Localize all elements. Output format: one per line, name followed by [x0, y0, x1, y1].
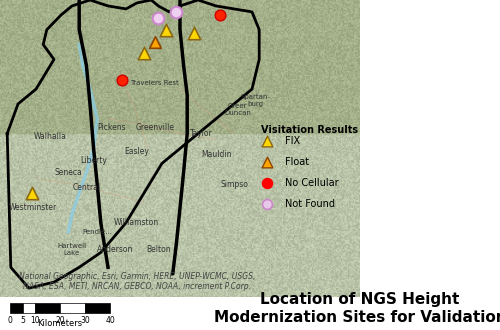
Point	[151, 39, 159, 44]
Text: Kilometers: Kilometers	[38, 319, 82, 328]
Text: Walhalla: Walhalla	[34, 132, 67, 141]
Point	[172, 9, 180, 15]
Bar	[85, 303, 110, 313]
Text: Central: Central	[72, 182, 101, 192]
Text: 20: 20	[55, 316, 65, 325]
Point	[140, 51, 148, 56]
Text: Anderson: Anderson	[97, 245, 134, 254]
Text: Pendle...: Pendle...	[82, 229, 112, 235]
Text: 30: 30	[80, 316, 90, 325]
Text: Easley: Easley	[124, 147, 149, 156]
Bar	[10, 303, 22, 313]
Text: Greenville: Greenville	[136, 123, 174, 132]
Text: No Cellular: No Cellular	[285, 178, 339, 188]
Text: Not Found: Not Found	[285, 199, 335, 209]
Point	[262, 138, 270, 143]
Text: FIX: FIX	[285, 136, 300, 146]
Point	[162, 27, 170, 32]
Bar	[35, 303, 60, 313]
Bar	[60, 303, 85, 313]
Text: Mauldin: Mauldin	[201, 150, 231, 159]
Point	[118, 78, 126, 83]
Text: Taylor: Taylor	[190, 129, 213, 138]
Text: 0: 0	[8, 316, 12, 325]
Text: 5: 5	[20, 316, 25, 325]
Text: Location of NGS Height
Modernization Sites for Validation: Location of NGS Height Modernization Sit…	[214, 292, 500, 325]
Point	[262, 201, 270, 207]
Text: Williamston: Williamston	[114, 218, 160, 227]
Point	[216, 12, 224, 17]
Point	[154, 15, 162, 20]
Text: National Geographic, Esri, Garmin, HERE, UNEP-WCMC, USGS,
NASA, ESA, METI, NRCAN: National Geographic, Esri, Garmin, HERE,…	[18, 272, 255, 291]
Text: Greer
Duncan: Greer Duncan	[224, 103, 251, 116]
Point	[28, 190, 36, 196]
Text: Visitation Results: Visitation Results	[261, 125, 358, 135]
Text: Float: Float	[285, 157, 310, 167]
Text: Travelers Rest: Travelers Rest	[130, 80, 179, 86]
Text: Seneca: Seneca	[54, 168, 82, 177]
Point	[190, 30, 198, 35]
Bar	[22, 303, 35, 313]
Text: Simpso: Simpso	[220, 180, 248, 189]
Point	[262, 180, 270, 185]
Text: Hartwell
Lake: Hartwell Lake	[58, 243, 86, 256]
Point	[262, 159, 270, 164]
Text: 40: 40	[105, 316, 115, 325]
Text: Belton: Belton	[146, 245, 171, 254]
Text: Pickens: Pickens	[98, 123, 126, 132]
Text: Liberty: Liberty	[80, 156, 107, 165]
Text: 10: 10	[30, 316, 40, 325]
Text: Spartan-
burg: Spartan- burg	[240, 94, 270, 108]
Text: Westminster: Westminster	[8, 203, 56, 213]
